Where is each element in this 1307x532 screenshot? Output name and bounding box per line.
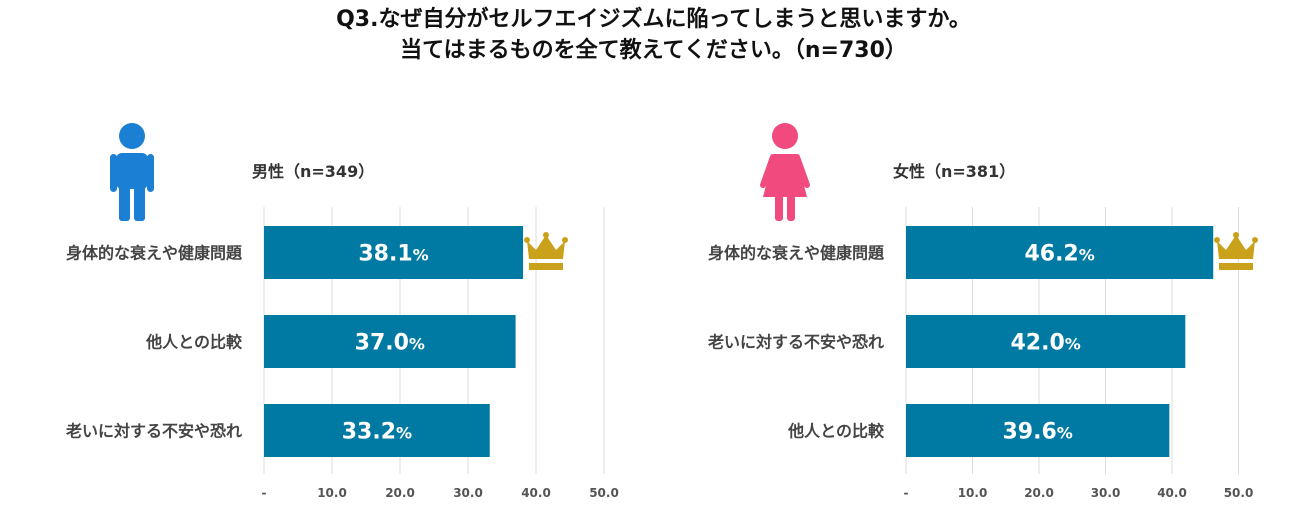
tick-label: 40.0	[1157, 486, 1187, 500]
crown-icon	[1214, 232, 1258, 270]
category-label: 身体的な衰えや健康問題	[708, 244, 885, 263]
tick-label: 50.0	[1224, 486, 1254, 500]
tick-label: 30.0	[453, 486, 483, 500]
bar	[906, 404, 1170, 457]
category-label: 他人との比較	[787, 422, 885, 441]
value-label: 46.2%	[1024, 242, 1094, 267]
tick-label: 10.0	[958, 486, 988, 500]
male-person-icon	[110, 123, 154, 221]
chart-subtitle: 男性（n=349）	[252, 162, 374, 181]
chart-subtitle: 女性（n=381）	[893, 162, 1015, 181]
bar	[264, 315, 516, 368]
category-label: 老いに対する不安や恐れ	[65, 422, 242, 441]
tick-label: 10.0	[317, 486, 347, 500]
bar	[264, 226, 524, 279]
category-label: 身体的な衰えや健康問題	[66, 244, 243, 263]
value-label: 38.1%	[358, 242, 428, 267]
chart-title: Q3.なぜ自分がセルフエイジズムに陥ってしまうと思いますか。 当てはまるものを全…	[0, 4, 1307, 66]
crown-icon	[524, 232, 568, 270]
value-label: 37.0%	[355, 331, 425, 356]
female-chart: 女性（n=381） - 10.0 20.0 30.0 40.0 50.0 身体的な衰えや健康問…	[707, 123, 1258, 500]
bar	[906, 226, 1214, 279]
category-label: 老いに対する不安や恐れ	[707, 333, 884, 352]
tick-label: 30.0	[1091, 486, 1121, 500]
bar	[264, 404, 490, 457]
female-person-icon	[760, 123, 810, 221]
tick-label: 20.0	[385, 486, 415, 500]
category-label: 他人との比較	[145, 333, 243, 352]
title-line-1: Q3.なぜ自分がセルフエイジズムに陥ってしまうと思いますか。	[336, 7, 971, 32]
bar	[906, 315, 1186, 368]
value-label: 42.0%	[1010, 331, 1080, 356]
male-chart: 男性（n=349） - 10.0 20.0 30.0 40.0 50.0 身体的な衰えや健康問…	[65, 123, 619, 500]
value-label: 33.2%	[342, 420, 412, 445]
tick-label: 40.0	[521, 486, 551, 500]
value-label: 39.6%	[1003, 420, 1073, 445]
tick-label: 20.0	[1024, 486, 1054, 500]
tick-label: -	[904, 486, 909, 500]
tick-label: 50.0	[589, 486, 619, 500]
title-line-2: 当てはまるものを全て教えてください。（n=730）	[400, 38, 907, 63]
tick-label: -	[262, 486, 267, 500]
